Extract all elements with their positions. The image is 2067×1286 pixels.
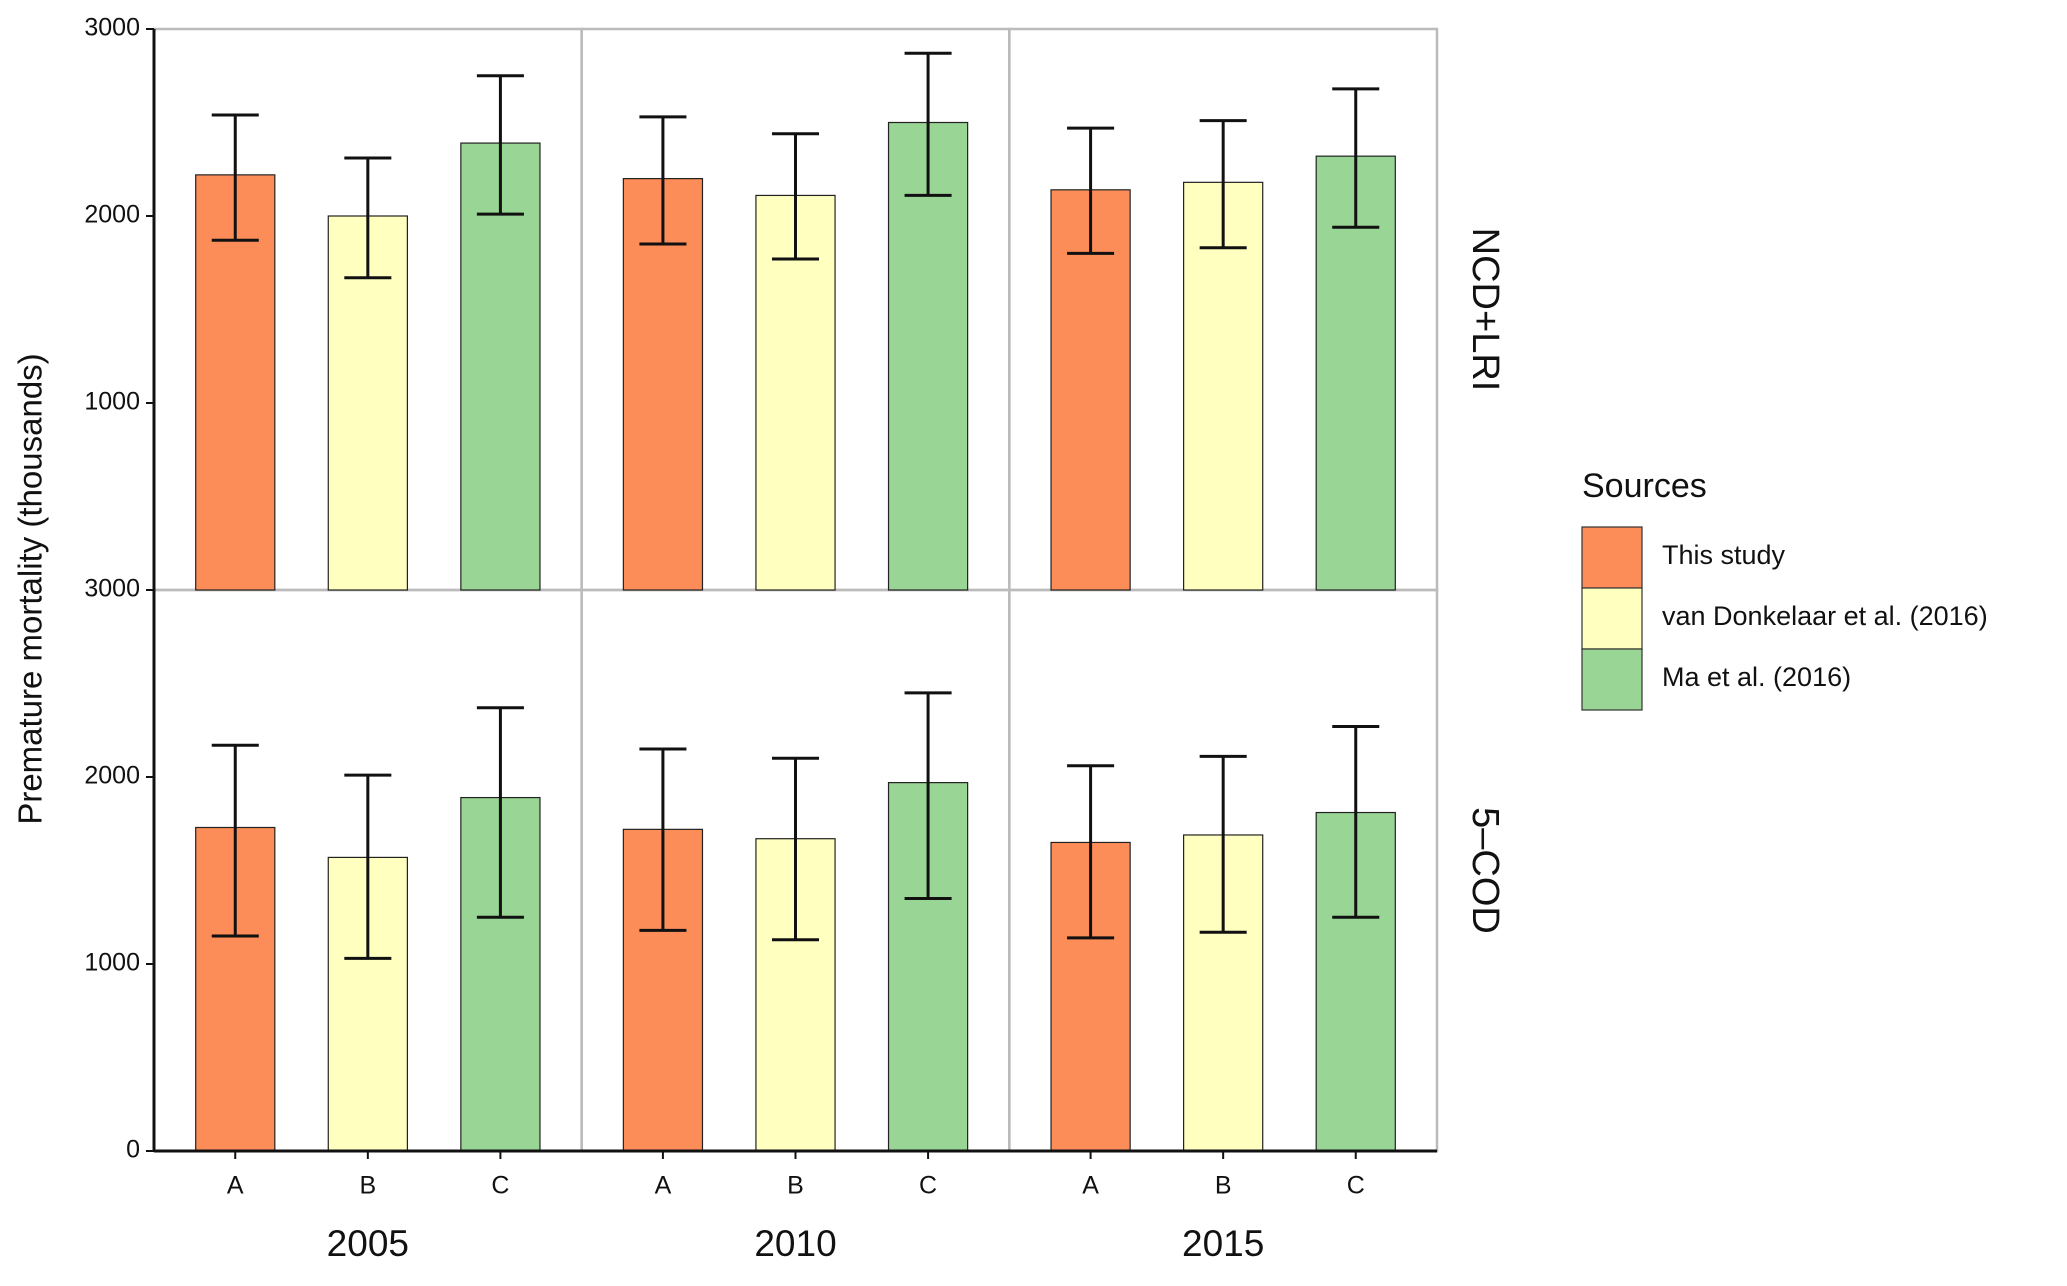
y-tick-label: 3000 xyxy=(84,575,140,603)
column-label: 2015 xyxy=(1182,1223,1264,1264)
error-bar xyxy=(771,756,820,942)
x-tick-label: C xyxy=(1347,1172,1365,1200)
x-tick-label: B xyxy=(1215,1172,1232,1200)
legend-label: Ma et al. (2016) xyxy=(1662,662,1851,692)
x-tick-label: C xyxy=(491,1172,509,1200)
error-bar xyxy=(1067,764,1115,940)
legend-swatch xyxy=(1581,648,1643,711)
legend-title: Sources xyxy=(1582,467,1707,505)
x-tick-label: C xyxy=(919,1172,937,1200)
error-bar xyxy=(771,132,820,261)
error-bar xyxy=(211,743,259,938)
column-label: 2010 xyxy=(754,1223,836,1264)
legend-swatch xyxy=(1581,526,1643,589)
y-tick-label: 2000 xyxy=(84,201,140,229)
y-tick-label: 1000 xyxy=(84,949,140,977)
error-bar xyxy=(904,51,952,197)
y-tick-label: 0 xyxy=(126,1136,140,1164)
y-tick-label: 3000 xyxy=(84,14,140,42)
error-bar xyxy=(1332,725,1380,919)
y-axis-title: Premature mortality (thousands) xyxy=(12,353,49,824)
legend-label: This study xyxy=(1662,540,1786,570)
x-tick-label: B xyxy=(787,1172,804,1200)
x-tick-label: A xyxy=(1082,1172,1099,1200)
error-bar xyxy=(1332,87,1380,229)
strip-label: NCD+LRI xyxy=(1464,228,1506,392)
x-tick-label: A xyxy=(655,1172,672,1200)
bar xyxy=(1183,181,1264,591)
error-bar xyxy=(639,747,687,932)
error-bar xyxy=(1067,126,1115,255)
bar xyxy=(195,174,276,591)
bar xyxy=(1050,189,1131,591)
strip-label: 5–COD xyxy=(1464,807,1506,934)
x-tick-label: A xyxy=(227,1172,244,1200)
y-tick-label: 1000 xyxy=(84,388,140,416)
column-label: 2005 xyxy=(327,1223,409,1264)
error-bar xyxy=(1199,754,1247,934)
error-bar xyxy=(476,74,524,216)
error-bar xyxy=(904,691,952,901)
error-bar xyxy=(476,706,524,919)
error-bar xyxy=(344,773,392,960)
error-bar xyxy=(211,113,259,242)
y-tick-label: 2000 xyxy=(84,762,140,790)
x-tick-label: B xyxy=(359,1172,376,1200)
error-bar xyxy=(639,115,687,246)
bar xyxy=(887,121,969,591)
error-bar xyxy=(344,156,392,280)
bar xyxy=(460,142,541,591)
legend-label: van Donkelaar et al. (2016) xyxy=(1662,601,1988,631)
error-bar xyxy=(1199,119,1247,250)
legend-swatch xyxy=(1581,587,1643,650)
